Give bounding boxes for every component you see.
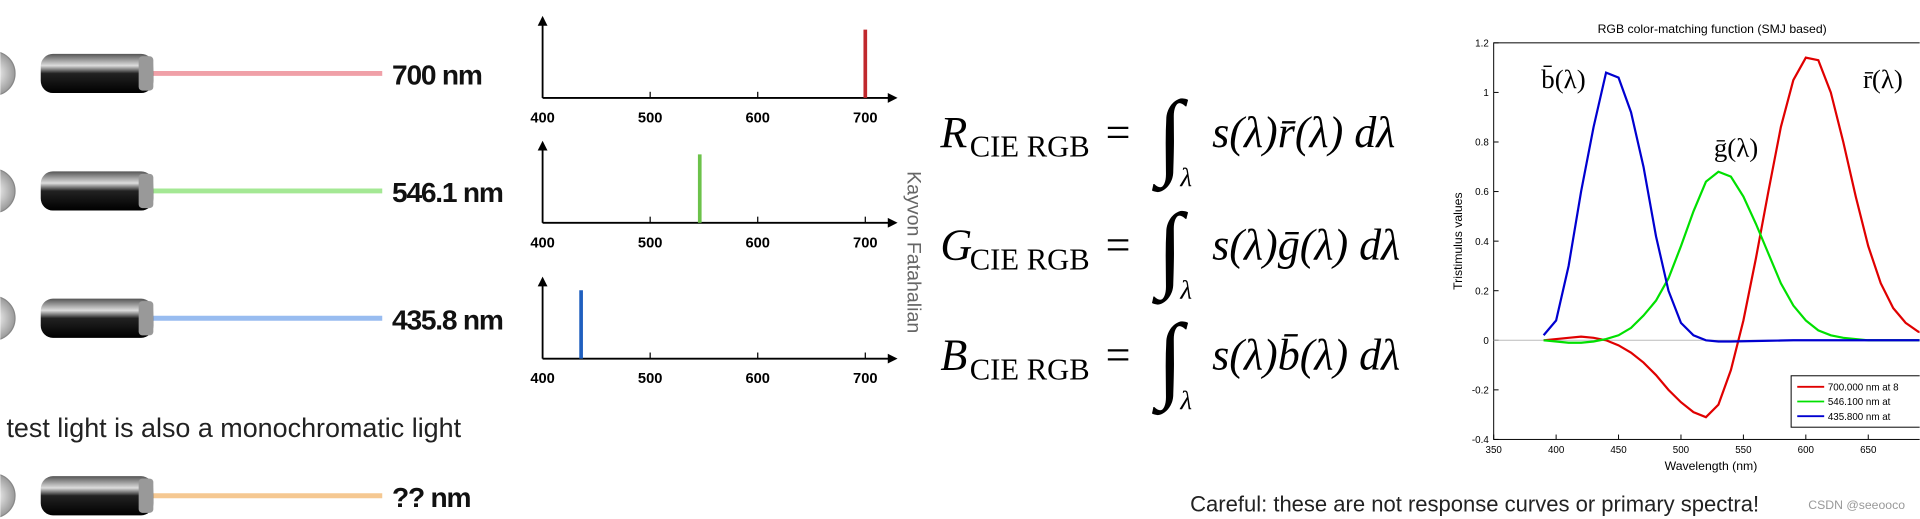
chart-title: RGB color-matching function (SMJ based) [1598, 22, 1827, 36]
light-bulb [0, 169, 16, 213]
x-tick-label: 600 [745, 110, 769, 126]
x-tick-label: 550 [1735, 445, 1752, 456]
eq-integrand: s(λ)r̄(λ) dλ [1212, 108, 1395, 157]
x-tick-label: 400 [1548, 445, 1565, 456]
laser-body [40, 171, 154, 211]
laser-body [40, 53, 154, 94]
x-axis-arrow [887, 353, 898, 364]
x-tick-label: 700 [853, 235, 877, 251]
series-line [1542, 71, 1920, 343]
eq-lhs: B [940, 331, 967, 380]
y-tick-label: 0.6 [1475, 187, 1489, 198]
laser-body [40, 298, 154, 338]
x-tick-label: 700 [853, 371, 877, 387]
note: test light is also a monochromatic light [6, 413, 461, 443]
eq-lhs-subscript: CIE RGB [970, 130, 1090, 164]
eq-integrand: s(λ)ḡ(λ) dλ [1212, 221, 1400, 270]
eq-lhs: G [940, 221, 972, 270]
eq-integral-subscript: λ [1179, 275, 1192, 305]
x-tick-label: 500 [638, 371, 662, 387]
light-bulb [0, 52, 16, 95]
laser-cap [138, 301, 154, 336]
eq-integrand: s(λ)b̄(λ) dλ [1212, 331, 1400, 380]
eq-lhs-subscript: CIE RGB [970, 352, 1090, 386]
x-tick-label: 600 [745, 235, 769, 251]
y-axis-arrow [537, 140, 548, 151]
x-tick-label: 650 [1860, 445, 1877, 456]
light-bulb [0, 474, 16, 518]
y-tick-label: 1.2 [1475, 39, 1489, 50]
eq-integral: ∫ [1151, 194, 1188, 305]
y-tick-label: 0.4 [1475, 237, 1489, 248]
laser-label: 546.1 nm [392, 177, 503, 208]
x-tick-label: 600 [745, 371, 769, 387]
laser-label: 435.8 nm [392, 304, 503, 335]
eq-integral: ∫ [1151, 304, 1188, 415]
y-tick-label: 0 [1483, 336, 1489, 347]
legend-label: 546.100 nm at [1828, 397, 1891, 408]
legend-label: 435.800 nm at [1828, 412, 1891, 423]
laser-body [40, 476, 154, 516]
x-axis-arrow [887, 217, 898, 228]
y-axis-arrow [537, 276, 548, 287]
plot-frame [1493, 42, 1920, 440]
eq-integral: ∫ [1151, 81, 1188, 192]
eq-lhs-subscript: CIE RGB [970, 242, 1090, 276]
plot-area [1542, 56, 1920, 419]
y-axis-label: Tristimulus values [1451, 192, 1465, 289]
series-line [1543, 56, 1920, 419]
light-bulb [0, 296, 16, 340]
x-tick-label: 500 [638, 235, 662, 251]
eq-operator: = [1106, 331, 1131, 380]
caption: Careful: these are not response curves o… [1190, 492, 1759, 517]
watermark: CSDN @seeooco [1808, 498, 1905, 512]
laser-cap [138, 478, 154, 513]
legend-label: 700.000 nm at 8 [1828, 382, 1899, 393]
curve-annotation: ḡ(λ) [1714, 133, 1758, 163]
laser-label: 700 nm [392, 59, 482, 90]
eq-operator: = [1106, 221, 1131, 270]
x-tick-label: 350 [1486, 445, 1503, 456]
x-tick-label: 400 [530, 110, 554, 126]
eq-integral-subscript: λ [1179, 162, 1192, 192]
laser-label: ?? nm [392, 482, 470, 513]
eq-operator: = [1106, 108, 1131, 157]
y-tick-label: 1 [1483, 88, 1488, 99]
y-tick-label: 0.8 [1475, 138, 1489, 149]
x-tick-label: 500 [1673, 445, 1690, 456]
y-axis-arrow [537, 15, 548, 26]
y-tick-label: -0.4 [1472, 435, 1489, 446]
credit: Kayvon Fatahalian [902, 171, 924, 333]
x-tick-label: 700 [853, 110, 877, 126]
y-tick-label: -0.2 [1472, 386, 1489, 397]
x-tick-label: 450 [1610, 445, 1627, 456]
x-tick-label: 400 [530, 235, 554, 251]
y-tick-label: 0.2 [1475, 286, 1489, 297]
laser-cap [138, 56, 154, 91]
laser-cap [138, 173, 154, 209]
eq-lhs: R [939, 108, 967, 157]
eq-integral-subscript: λ [1179, 385, 1192, 415]
x-tick-label: 500 [638, 110, 662, 126]
content: 700 nm 546.1 nm 435.8 nm ?? nm test light is… [0, 15, 1920, 518]
curve-annotation: b̄(λ) [1541, 64, 1585, 94]
x-axis-arrow [887, 93, 898, 103]
x-axis-label: Wavelength (nm) [1665, 459, 1758, 473]
curve-annotation: r̄(λ) [1863, 64, 1903, 94]
x-tick-label: 600 [1798, 445, 1815, 456]
x-tick-label: 400 [530, 371, 554, 387]
